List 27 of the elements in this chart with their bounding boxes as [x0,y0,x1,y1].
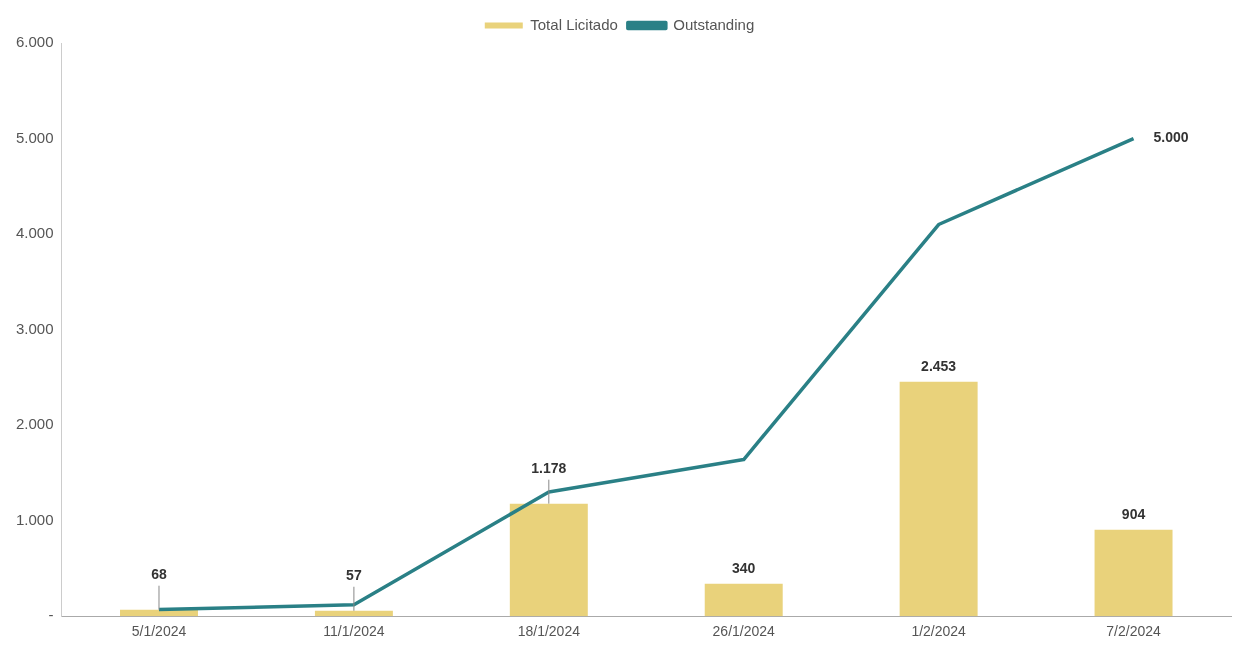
data-label: 2.453 [921,357,957,374]
legend-label: Outstanding [673,15,755,33]
x-tick-label: 18/1/2024 [517,623,581,640]
x-tick-label: 7/2/2024 [1106,623,1161,640]
y-tick-label: 4.000 [15,224,54,242]
bar [899,381,978,617]
x-tick-label: 26/1/2024 [712,623,776,640]
y-tick-label: 5.000 [15,128,54,146]
legend-label: Total Licitado [530,15,618,33]
x-tick-label: 11/1/2024 [323,623,385,640]
x-tick-label: 1/2/2024 [911,623,967,640]
data-label: 68 [151,565,167,582]
y-tick-label: 6.000 [15,33,54,51]
x-tick-label: 5/1/2024 [131,623,187,640]
data-label: 904 [1121,505,1146,522]
data-label: 5.000 [1153,129,1189,146]
data-label: 340 [732,559,756,576]
y-tick-label: 3.000 [15,319,54,337]
bar [509,503,588,617]
y-tick-label: 1.000 [15,510,54,528]
data-label: 57 [346,566,362,583]
y-tick-label: - [48,606,54,624]
bar [314,610,393,617]
data-label: 1.178 [531,459,567,476]
bar [1094,529,1173,617]
bar [704,583,783,617]
y-tick-label: 2.000 [15,415,54,433]
